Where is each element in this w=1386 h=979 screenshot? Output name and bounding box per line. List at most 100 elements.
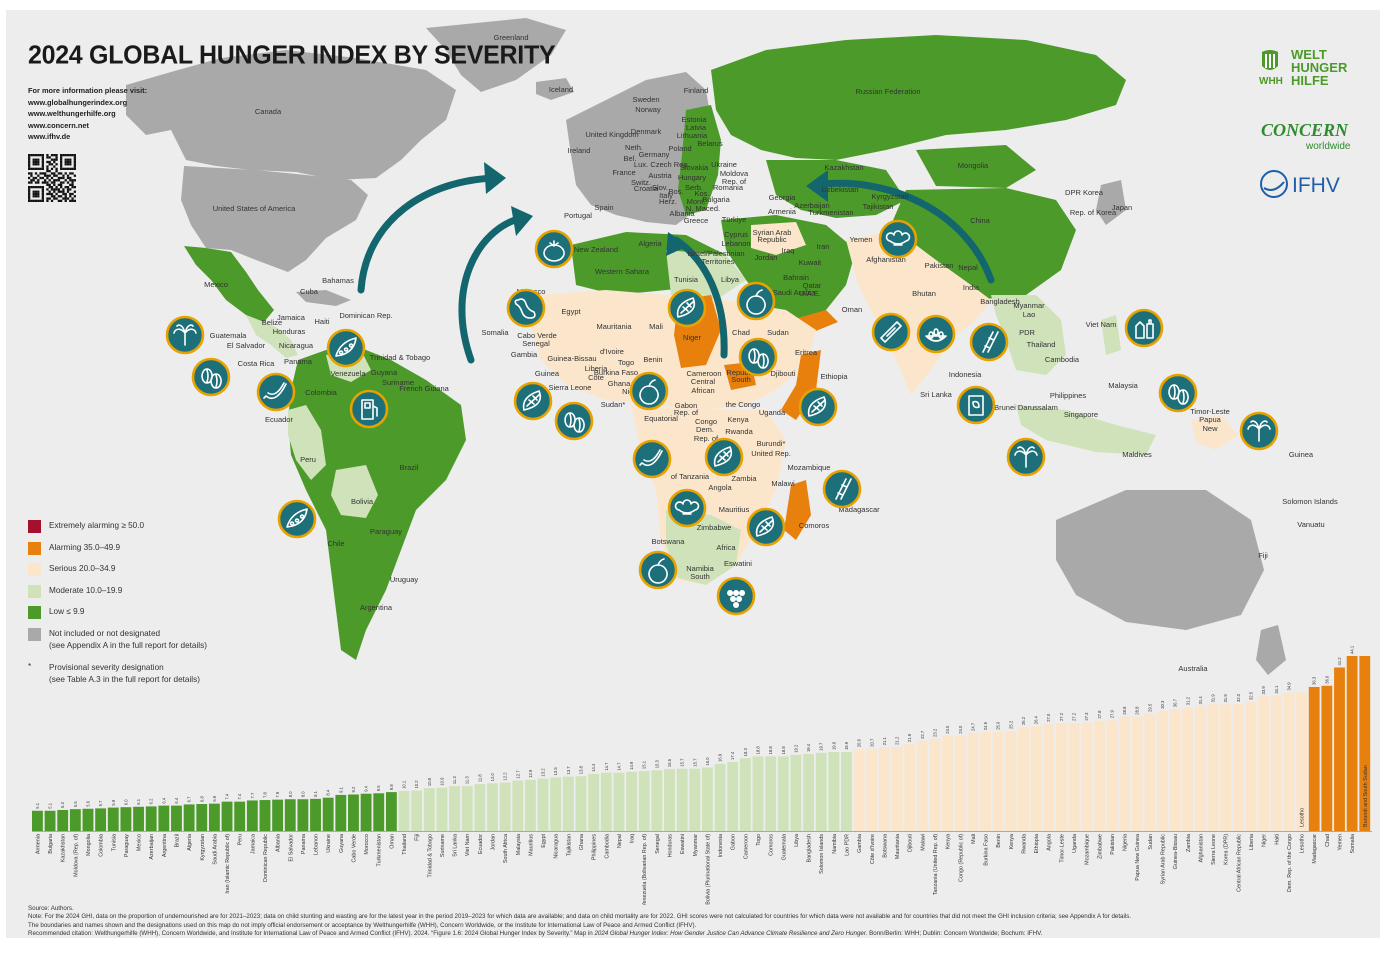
cotton-icon bbox=[878, 219, 918, 259]
qr-module bbox=[34, 176, 38, 180]
bar bbox=[664, 769, 675, 831]
bar-category-label: Zambia bbox=[1186, 834, 1192, 852]
region-philippines bbox=[1101, 315, 1121, 355]
bar-value: 6.7 bbox=[187, 796, 192, 802]
qr-module bbox=[46, 188, 49, 191]
country-label: Cabo Verde bbox=[517, 331, 557, 340]
bar-category-label: Brazil bbox=[174, 834, 180, 847]
country-label: Dominican Rep. bbox=[339, 311, 392, 320]
qr-module bbox=[66, 181, 70, 184]
citation-text: Recommended citation: Welthungerhilfe (W… bbox=[28, 930, 595, 938]
legend-item: Alarming 35.0–49.9 bbox=[28, 541, 207, 564]
qr-module bbox=[66, 176, 70, 180]
region-caribbean bbox=[296, 290, 351, 306]
qr-module bbox=[50, 195, 54, 198]
country-label: Lesotho* bbox=[6, 10, 21, 12]
bar-category-label: Togo bbox=[756, 834, 762, 846]
region-usa bbox=[181, 166, 368, 272]
bar bbox=[120, 807, 132, 831]
country-label: Czech Rep. bbox=[650, 160, 689, 169]
commodity-icons bbox=[165, 219, 1279, 616]
qr-module bbox=[28, 192, 31, 196]
country-label: African bbox=[691, 386, 714, 395]
bar-category-label: Mozambique bbox=[1085, 834, 1091, 865]
bar-category-label: Gambia bbox=[857, 834, 863, 853]
info-link[interactable]: www.ifhv.de bbox=[28, 132, 71, 141]
country-label: Canada bbox=[255, 107, 282, 116]
info-link[interactable]: www.globalhungerindex.org bbox=[28, 97, 128, 107]
bar-value: 31.9 bbox=[1223, 694, 1228, 703]
qr-module bbox=[37, 160, 40, 164]
country-label: Tajikistan bbox=[863, 202, 894, 211]
country-label: El Salvador bbox=[227, 341, 266, 350]
bar-value: 24.0 bbox=[958, 725, 963, 734]
bar bbox=[651, 770, 663, 831]
qr-module bbox=[41, 197, 44, 200]
country-label: Greenland bbox=[493, 33, 528, 42]
arrow-head-central-africa bbox=[666, 232, 688, 256]
country-label: Dem. bbox=[696, 425, 714, 434]
country-label: Sweden bbox=[632, 95, 659, 104]
country-label: Bos. bbox=[668, 187, 683, 196]
qr-module bbox=[62, 192, 65, 196]
legend-note-line: (see Table A.3 in the full report for de… bbox=[49, 674, 200, 684]
coffee-icon bbox=[1158, 373, 1198, 413]
qr-module bbox=[41, 181, 44, 184]
palm-icon bbox=[165, 315, 205, 355]
country-label: Lux. bbox=[634, 160, 648, 169]
bar bbox=[360, 793, 372, 831]
beans-icon bbox=[326, 328, 366, 368]
qr-module bbox=[55, 186, 58, 189]
beans-glyph bbox=[335, 337, 357, 357]
bar-category-label: Madagascar bbox=[1312, 834, 1318, 864]
legend-note-star: * bbox=[28, 661, 32, 671]
welt-abbr: WHH bbox=[1259, 76, 1283, 87]
arrow-americas bbox=[357, 174, 500, 294]
bar bbox=[1093, 720, 1105, 831]
country-label: Pakistan bbox=[925, 261, 954, 270]
bar bbox=[1068, 723, 1080, 831]
bar bbox=[714, 763, 726, 831]
tea-glyph bbox=[968, 395, 984, 416]
qr-module bbox=[60, 183, 63, 186]
bar-value: 19.7 bbox=[819, 742, 824, 751]
bar-category-label: Côte d'Ivoire bbox=[870, 834, 876, 864]
qr-module bbox=[62, 154, 65, 157]
qr-module bbox=[60, 176, 63, 180]
bar-value: 20.7 bbox=[869, 738, 874, 747]
bar-value: 5.3 bbox=[60, 801, 65, 807]
region-south-africa bbox=[666, 510, 741, 585]
qr-module bbox=[57, 176, 60, 180]
bar-value: 9.8 bbox=[389, 784, 394, 790]
info-link[interactable]: www.concern.net bbox=[28, 120, 89, 130]
bar-value: 12.0 bbox=[490, 773, 495, 782]
qr-module bbox=[60, 195, 63, 198]
country-label: Cameroon bbox=[686, 369, 721, 378]
country-label: Liberia bbox=[585, 364, 608, 373]
country-label: Hungary bbox=[678, 173, 707, 182]
bar-category-label: Lesotho bbox=[1300, 834, 1306, 853]
qr-module bbox=[48, 190, 51, 193]
country-label: Iceland bbox=[549, 85, 573, 94]
qr-module bbox=[37, 163, 40, 166]
country-label: Cyprus bbox=[724, 230, 748, 239]
qr-module bbox=[55, 192, 58, 196]
migration-arrows bbox=[357, 174, 995, 364]
bar bbox=[1144, 713, 1156, 831]
qr-code[interactable] bbox=[28, 154, 76, 202]
qr-module bbox=[46, 174, 49, 177]
region-canada bbox=[171, 50, 456, 180]
bar-category-label: Iraq bbox=[630, 834, 636, 843]
coffee-glyph bbox=[564, 412, 585, 433]
country-label: Ukraine bbox=[711, 160, 737, 169]
sugarcane-glyph bbox=[982, 331, 999, 353]
bar-category-label: Senegal bbox=[655, 834, 661, 854]
qr-module bbox=[41, 163, 44, 166]
info-link[interactable]: www.welthungerhilfe.org bbox=[28, 109, 116, 118]
bar-value: 18.8 bbox=[768, 746, 773, 755]
bar-value: 13.7 bbox=[566, 766, 571, 775]
bar-value: 21.1 bbox=[882, 736, 887, 745]
bar bbox=[1055, 723, 1067, 831]
qr-module bbox=[37, 195, 40, 198]
qr-module bbox=[28, 160, 31, 164]
